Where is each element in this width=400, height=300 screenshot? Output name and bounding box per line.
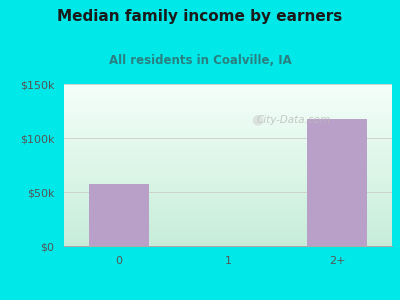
- Bar: [89, 184, 149, 246]
- Text: ●: ●: [252, 112, 264, 127]
- Bar: [307, 118, 367, 246]
- Text: All residents in Coalville, IA: All residents in Coalville, IA: [109, 54, 291, 67]
- Text: Median family income by earners: Median family income by earners: [57, 9, 343, 24]
- Text: City-Data.com: City-Data.com: [256, 115, 331, 124]
